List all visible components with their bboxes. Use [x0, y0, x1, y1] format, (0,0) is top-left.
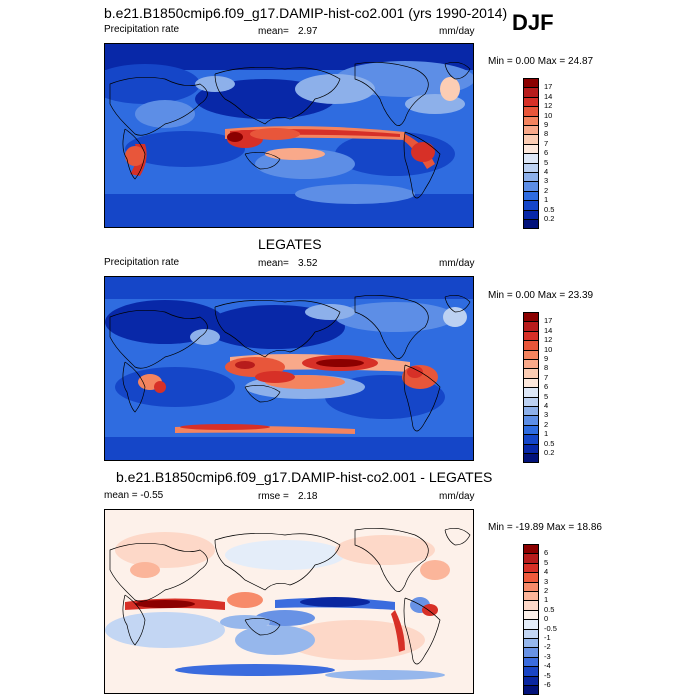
colorbar-tick-label: -0.5	[544, 623, 557, 633]
colorbar-tick-label: 0	[544, 614, 549, 624]
panel1-mean-label: mean=	[258, 26, 289, 37]
colorbar-tick-label: -5	[544, 670, 551, 680]
panel2-range: Min = 0.00 Max = 23.39	[488, 290, 594, 301]
colorbar-cell	[523, 219, 539, 230]
colorbar-tick-label: 5	[544, 391, 549, 401]
colorbar-tick-label: 12	[544, 101, 553, 111]
panel1-precip-field	[105, 44, 473, 227]
colorbar-tick-label: 8	[544, 129, 549, 139]
colorbar-tick-label: 17	[544, 316, 553, 326]
panel1-range: Min = 0.00 Max = 24.87	[488, 56, 594, 67]
panel3-diff-field	[105, 510, 473, 693]
colorbar-tick-label: -4	[544, 661, 551, 671]
panel2-title: LEGATES	[258, 236, 322, 252]
colorbar-tick-label: 4	[544, 167, 549, 176]
colorbar-tick-label: -3	[544, 651, 551, 661]
panel1-title: b.e21.B1850cmip6.f09_g17.DAMIP-hist-co2.…	[104, 5, 508, 21]
colorbar-tick-label: 9	[544, 354, 549, 363]
colorbar-tick-label: 0.5	[544, 204, 555, 214]
season-label: DJF	[512, 10, 554, 35]
panel3-rmse-label: rmse =	[258, 491, 289, 502]
colorbar-tick-label: 14	[544, 325, 553, 335]
panel1-units: mm/day	[439, 26, 475, 37]
panel3-rmse-value: 2.18	[298, 491, 318, 502]
colorbar-tick-label: 5	[544, 157, 549, 167]
colorbar-tick-label: 8	[544, 363, 549, 373]
panel1-mean-value: 2.97	[298, 26, 318, 37]
colorbar-tick-label: 2	[544, 586, 549, 595]
colorbar-tick-label: 1	[544, 429, 549, 439]
colorbar-tick-label: -6	[544, 680, 551, 689]
colorbar-tick-label: 0.5	[544, 604, 555, 614]
panel3-range: Min = -19.89 Max = 18.86	[488, 522, 602, 533]
panel3-mean-text: mean = -0.55	[104, 490, 164, 501]
panel2-mean-value: 3.52	[298, 258, 318, 269]
panel3-title: b.e21.B1850cmip6.f09_g17.DAMIP-hist-co2.…	[116, 469, 493, 485]
panel2-units: mm/day	[439, 258, 475, 269]
colorbar-cell	[523, 685, 539, 696]
colorbar-tick-label: 12	[544, 335, 553, 345]
panel2-map	[104, 276, 474, 461]
colorbar-cell	[523, 453, 539, 464]
colorbar-tick-label: -2	[544, 642, 551, 652]
colorbar-tick-label: 0.2	[544, 214, 555, 223]
panel2-mean-label: mean=	[258, 258, 289, 269]
colorbar-tick-label: 5	[544, 557, 549, 567]
colorbar-tick-label: 1	[544, 195, 549, 205]
colorbar-tick-label: 4	[544, 567, 549, 577]
colorbar-tick-label: 0.5	[544, 438, 555, 448]
colorbar-tick-label: 3	[544, 576, 549, 586]
panel2-precip-field	[105, 277, 473, 460]
colorbar-tick-label: 1	[544, 595, 549, 605]
colorbar-tick-label: -1	[544, 633, 551, 642]
panel1-map	[104, 43, 474, 228]
colorbar-tick-label: 17	[544, 82, 553, 92]
colorbar-tick-label: 0.2	[544, 448, 555, 457]
colorbar-tick-label: 10	[544, 344, 553, 354]
panel2-field-label: Precipitation rate	[104, 257, 180, 268]
colorbar-tick-label: 6	[544, 548, 549, 558]
colorbar-tick-label: 2	[544, 185, 549, 195]
colorbar-tick-label: 9	[544, 120, 549, 129]
colorbar-tick-label: 6	[544, 148, 549, 158]
colorbar-tick-label: 6	[544, 382, 549, 392]
colorbar-tick-label: 14	[544, 91, 553, 101]
colorbar-tick-label: 4	[544, 401, 549, 410]
colorbar-tick-label: 3	[544, 176, 549, 186]
colorbar-tick-label: 7	[544, 372, 549, 382]
panel1-field-label: Precipitation rate	[104, 24, 180, 35]
colorbar-tick-label: 10	[544, 110, 553, 120]
panel3-units: mm/day	[439, 491, 475, 502]
panel3-map	[104, 509, 474, 694]
colorbar-tick-label: 2	[544, 419, 549, 429]
colorbar-tick-label: 7	[544, 138, 549, 148]
colorbar-tick-label: 3	[544, 410, 549, 420]
